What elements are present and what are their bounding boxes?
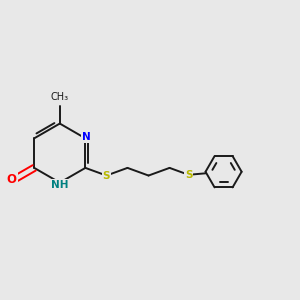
Text: O: O <box>7 172 17 186</box>
Text: N: N <box>82 132 91 142</box>
Text: NH: NH <box>51 180 68 190</box>
Text: S: S <box>103 170 110 181</box>
Text: CH₃: CH₃ <box>51 92 69 102</box>
Text: S: S <box>185 170 192 180</box>
